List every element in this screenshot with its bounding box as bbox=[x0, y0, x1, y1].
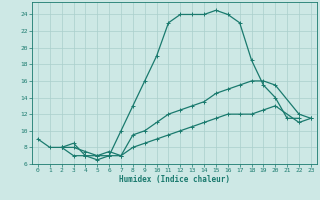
X-axis label: Humidex (Indice chaleur): Humidex (Indice chaleur) bbox=[119, 175, 230, 184]
